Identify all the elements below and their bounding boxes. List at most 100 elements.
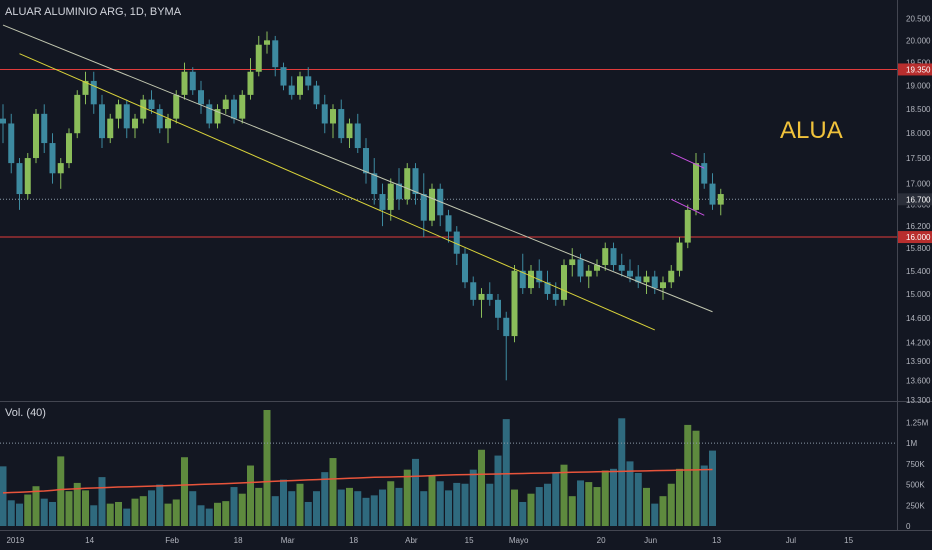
volume-bar <box>148 490 155 526</box>
candle-body <box>486 293 493 300</box>
price-tick-label: 18.000 <box>906 129 931 138</box>
candle-body <box>8 123 15 164</box>
candle-body <box>173 94 180 119</box>
price-tick-label: 19.000 <box>906 82 931 91</box>
price-tick-label: 13.900 <box>906 357 931 366</box>
volume-bar <box>337 489 345 526</box>
candle-body <box>140 99 147 119</box>
trendline-channel-outer <box>2 24 713 313</box>
time-tick-label: 15 <box>844 536 853 545</box>
candle-body <box>132 118 138 129</box>
candle-body <box>594 265 600 271</box>
volume-indicator-label: Vol. (40) <box>5 407 46 419</box>
candle-body <box>544 282 551 294</box>
price-tick-label: 18.500 <box>906 105 931 114</box>
volume-bar <box>40 498 48 526</box>
candle-body <box>676 242 683 271</box>
volume-bar <box>478 449 485 526</box>
axes: 20.500 20.000 19.500 19.000 18.500 18.000 17.5… <box>6 15 932 545</box>
candle-body <box>206 104 213 124</box>
candle-body <box>387 183 394 210</box>
candle-body <box>330 109 336 124</box>
volume-bar <box>304 501 312 526</box>
candle-body <box>668 270 675 283</box>
trendlines <box>2 24 713 331</box>
price-tick-label: 15.000 <box>906 290 931 299</box>
time-tick-label: 14 <box>85 536 94 545</box>
candle-body <box>379 194 386 210</box>
volume-bar <box>197 505 205 526</box>
candle-body <box>165 118 171 129</box>
price-tick-label: 13.600 <box>906 376 931 385</box>
volume-bar <box>98 477 106 526</box>
candle-body <box>346 123 353 139</box>
volume-bar <box>453 482 461 526</box>
volume-tick-label: 1.25M <box>906 418 929 427</box>
volume-tick-label: 750K <box>906 460 925 469</box>
volume-bar <box>568 496 576 526</box>
volume-tick-label: 500K <box>906 481 925 490</box>
volume-bar <box>280 479 287 526</box>
volume-bar <box>73 482 81 526</box>
candle-body <box>280 67 287 86</box>
candle-body <box>264 40 270 45</box>
candle-body <box>561 265 567 300</box>
candle-body <box>585 270 592 277</box>
candle-body <box>363 148 369 174</box>
candle-body <box>643 276 650 283</box>
candle-body <box>321 104 328 124</box>
volume-bar <box>601 470 609 526</box>
candle-body <box>412 168 419 195</box>
volume-bar <box>560 464 568 526</box>
volume-bar <box>321 472 329 526</box>
candle-body <box>0 118 6 124</box>
volume-bar <box>156 484 164 526</box>
candle-body <box>313 85 320 105</box>
price-tick-label: 14.600 <box>906 314 931 323</box>
volume-bar <box>684 424 692 526</box>
volume-bar <box>667 483 675 526</box>
candle-body <box>503 317 510 337</box>
candle-body <box>305 76 312 86</box>
volume-bar <box>131 498 139 526</box>
volume-bar <box>205 508 213 526</box>
candle-body <box>247 71 254 95</box>
candle-body <box>272 40 279 68</box>
volume-bar <box>24 494 32 526</box>
trendline-flag-lower <box>671 198 705 216</box>
volume-bar <box>123 508 131 526</box>
candle-body <box>354 123 361 149</box>
candle-body <box>156 109 163 129</box>
volume-bar <box>445 490 452 526</box>
volume-bar <box>65 491 73 526</box>
candle-body <box>701 163 708 184</box>
time-tick-label: 18 <box>234 536 243 545</box>
candle-body <box>396 183 402 200</box>
grid <box>0 0 932 531</box>
volume-bar <box>709 450 716 526</box>
volume-bar <box>469 469 477 526</box>
trendline-channel-inner <box>19 53 655 331</box>
volume-bar <box>651 503 659 526</box>
candle-body <box>214 109 221 124</box>
candle-body <box>371 173 378 195</box>
candle-body <box>404 168 411 200</box>
candle-body <box>82 80 89 95</box>
candle-body <box>511 270 518 337</box>
candlestick-series <box>0 31 724 381</box>
candle-body <box>684 209 691 243</box>
time-tick-label: 13 <box>712 536 721 545</box>
candle-body <box>231 99 237 119</box>
candle-body <box>478 293 485 300</box>
volume-bar <box>643 487 650 526</box>
price-tick-label: 15.800 <box>906 244 931 253</box>
candle-body <box>57 163 64 174</box>
candle-body <box>198 90 204 105</box>
volume-bar <box>82 490 89 526</box>
price-tick-label: 19.500 <box>906 59 931 68</box>
volume-bar <box>552 472 560 526</box>
volume-bar <box>32 486 40 526</box>
volume-bar <box>618 418 626 526</box>
candle-body <box>420 194 427 221</box>
